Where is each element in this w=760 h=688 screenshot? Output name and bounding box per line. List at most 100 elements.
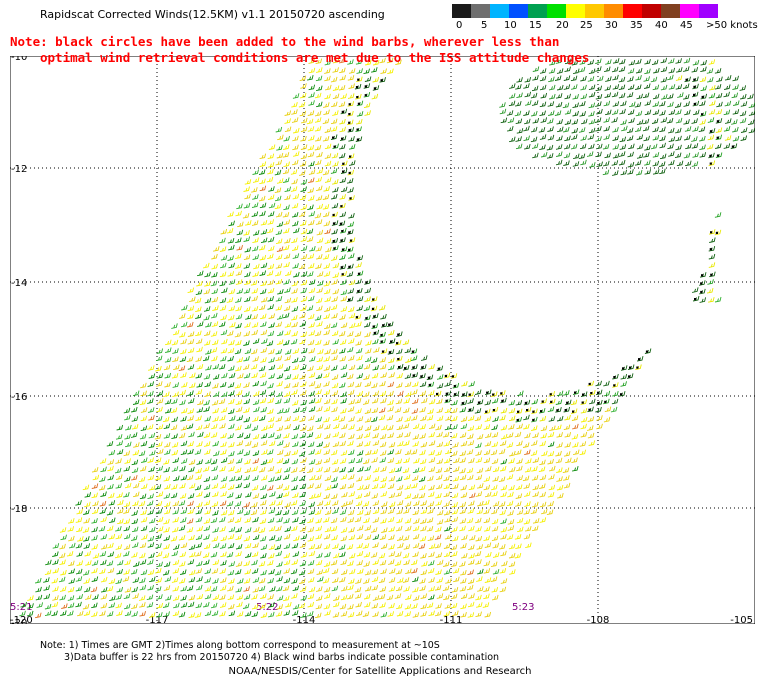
wind-barb: [173, 602, 180, 609]
wind-barb: [315, 543, 322, 550]
wind-barb: [570, 75, 578, 82]
colorbar-swatch: [566, 4, 585, 18]
wind-barb: [275, 550, 283, 557]
wind-barb: [178, 432, 186, 439]
wind-barb: [298, 211, 306, 217]
wind-barb: [346, 178, 354, 184]
wind-barb: [706, 287, 714, 294]
wind-barb: [291, 321, 298, 328]
wind-barb: [525, 542, 532, 549]
contamination-marker: [365, 317, 368, 320]
wind-barb: [235, 586, 242, 593]
wind-barb: [292, 382, 299, 388]
wind-barb: [52, 559, 59, 565]
wind-barb: [196, 584, 203, 591]
wind-barb: [652, 126, 659, 133]
wind-barb: [540, 425, 548, 432]
wind-barb: [211, 536, 219, 542]
wind-barb: [163, 466, 170, 473]
wind-barb: [436, 374, 444, 380]
wind-barb: [43, 593, 51, 600]
wind-barb: [556, 68, 564, 74]
wind-barb: [307, 339, 315, 346]
wind-barb: [428, 577, 435, 583]
wind-barb: [483, 517, 491, 524]
wind-barb: [308, 195, 315, 201]
wind-barb: [315, 219, 323, 225]
wind-barb: [378, 593, 386, 600]
wind-barb: [364, 525, 372, 531]
wind-barb: [308, 211, 316, 217]
wind-barb: [675, 84, 683, 90]
wind-barb: [396, 508, 403, 515]
contamination-marker: [566, 401, 569, 404]
wind-barb: [203, 406, 210, 412]
wind-barb: [364, 585, 372, 592]
wind-barb: [364, 356, 372, 363]
wind-barb: [331, 255, 338, 261]
wind-barb: [466, 449, 474, 455]
wind-barb: [203, 441, 211, 447]
wind-barb: [83, 578, 90, 584]
wind-barb: [452, 475, 460, 482]
wind-barb: [260, 357, 267, 363]
wind-barb: [546, 144, 554, 151]
wind-barb: [219, 423, 226, 429]
wind-barb: [308, 449, 315, 455]
wind-barb: [538, 466, 546, 473]
wind-barb: [299, 432, 307, 439]
wind-barb: [356, 542, 363, 549]
wind-barb: [164, 501, 171, 508]
wind-barb: [341, 423, 348, 430]
wind-barb: [621, 125, 628, 132]
wind-barb: [444, 525, 451, 532]
wind-barb: [172, 559, 180, 566]
wind-barb: [194, 612, 202, 618]
wind-barb: [371, 382, 378, 389]
contamination-marker: [693, 102, 696, 106]
wind-barb: [676, 67, 683, 73]
longitude-label: -105: [730, 615, 753, 624]
wind-barb: [308, 100, 315, 106]
wind-barb: [563, 152, 571, 159]
wind-barb: [362, 501, 370, 507]
wind-barb: [739, 85, 747, 91]
wind-barb: [178, 611, 186, 618]
wind-barb: [260, 544, 268, 550]
wind-barb: [556, 415, 564, 422]
wind-barb: [371, 457, 378, 463]
wind-barb: [347, 381, 355, 388]
wind-barb: [548, 68, 556, 74]
wind-barb: [420, 611, 427, 617]
wind-barb: [115, 483, 123, 489]
wind-barb: [204, 381, 211, 388]
wind-barb: [290, 186, 298, 192]
wind-barb: [170, 424, 178, 431]
wind-barb: [187, 347, 195, 354]
wind-barb: [227, 594, 235, 601]
wind-barb: [483, 449, 491, 456]
wind-barb: [618, 92, 626, 99]
wind-barb: [300, 153, 308, 160]
wind-barb: [331, 279, 338, 285]
wind-barb: [107, 483, 114, 490]
wind-barb: [244, 458, 251, 465]
wind-barb: [91, 466, 99, 473]
wind-barb: [476, 544, 484, 550]
wind-barb: [332, 466, 340, 473]
wind-barb: [412, 586, 419, 593]
wind-barb: [668, 127, 675, 134]
wind-barb: [634, 160, 642, 166]
wind-barb: [226, 551, 234, 558]
wind-barb: [339, 576, 346, 583]
wind-barb: [716, 101, 723, 108]
wind-barb: [195, 474, 202, 480]
wind-barb: [252, 534, 260, 541]
wind-barb: [227, 355, 234, 362]
wind-barb: [708, 59, 716, 65]
wind-barb: [459, 518, 467, 524]
wind-barb: [332, 500, 339, 506]
wind-barb: [139, 577, 146, 584]
wind-barb: [364, 440, 371, 447]
wind-barb: [171, 323, 178, 329]
